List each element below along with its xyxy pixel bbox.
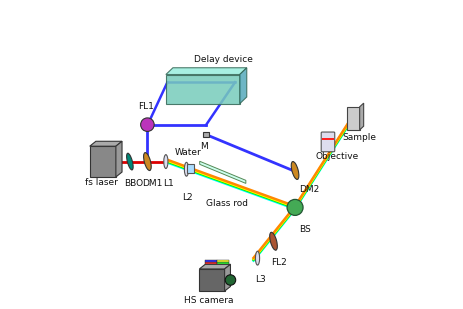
Ellipse shape: [269, 232, 277, 250]
Ellipse shape: [255, 251, 259, 265]
Polygon shape: [165, 74, 239, 104]
Text: Glass rod: Glass rod: [206, 199, 247, 208]
FancyBboxPatch shape: [217, 260, 228, 262]
Polygon shape: [239, 68, 246, 104]
Polygon shape: [165, 68, 246, 74]
Text: M: M: [199, 142, 207, 151]
Polygon shape: [89, 146, 116, 177]
Circle shape: [225, 275, 235, 285]
Text: HS camera: HS camera: [184, 296, 233, 305]
Polygon shape: [199, 269, 224, 291]
Polygon shape: [347, 107, 359, 130]
Polygon shape: [321, 138, 333, 140]
Polygon shape: [187, 164, 193, 173]
Ellipse shape: [184, 162, 188, 176]
Ellipse shape: [163, 154, 168, 168]
Text: Delay device: Delay device: [193, 55, 252, 64]
FancyBboxPatch shape: [205, 260, 217, 262]
Text: DM2: DM2: [299, 185, 319, 194]
FancyBboxPatch shape: [205, 262, 217, 264]
Text: Sample: Sample: [341, 133, 375, 142]
Text: FL1: FL1: [138, 102, 154, 111]
Ellipse shape: [143, 153, 151, 171]
Ellipse shape: [126, 153, 133, 170]
Text: L2: L2: [182, 193, 193, 202]
Text: L3: L3: [255, 275, 266, 284]
Text: BS: BS: [299, 225, 310, 234]
FancyBboxPatch shape: [217, 262, 228, 264]
Circle shape: [287, 199, 302, 215]
Polygon shape: [359, 103, 363, 130]
Text: Objective: Objective: [315, 151, 358, 161]
Text: L1: L1: [163, 179, 174, 188]
Polygon shape: [203, 132, 208, 137]
Polygon shape: [199, 264, 230, 269]
Text: Water: Water: [175, 148, 201, 158]
Polygon shape: [224, 264, 230, 291]
Text: BBO: BBO: [124, 179, 143, 188]
FancyBboxPatch shape: [320, 132, 334, 152]
Polygon shape: [116, 141, 122, 177]
Ellipse shape: [291, 162, 298, 180]
Text: DM1: DM1: [142, 179, 162, 188]
Polygon shape: [89, 141, 122, 146]
Text: fs laser: fs laser: [85, 178, 118, 187]
Polygon shape: [199, 161, 245, 184]
Text: FL2: FL2: [271, 258, 287, 267]
Circle shape: [140, 118, 154, 131]
